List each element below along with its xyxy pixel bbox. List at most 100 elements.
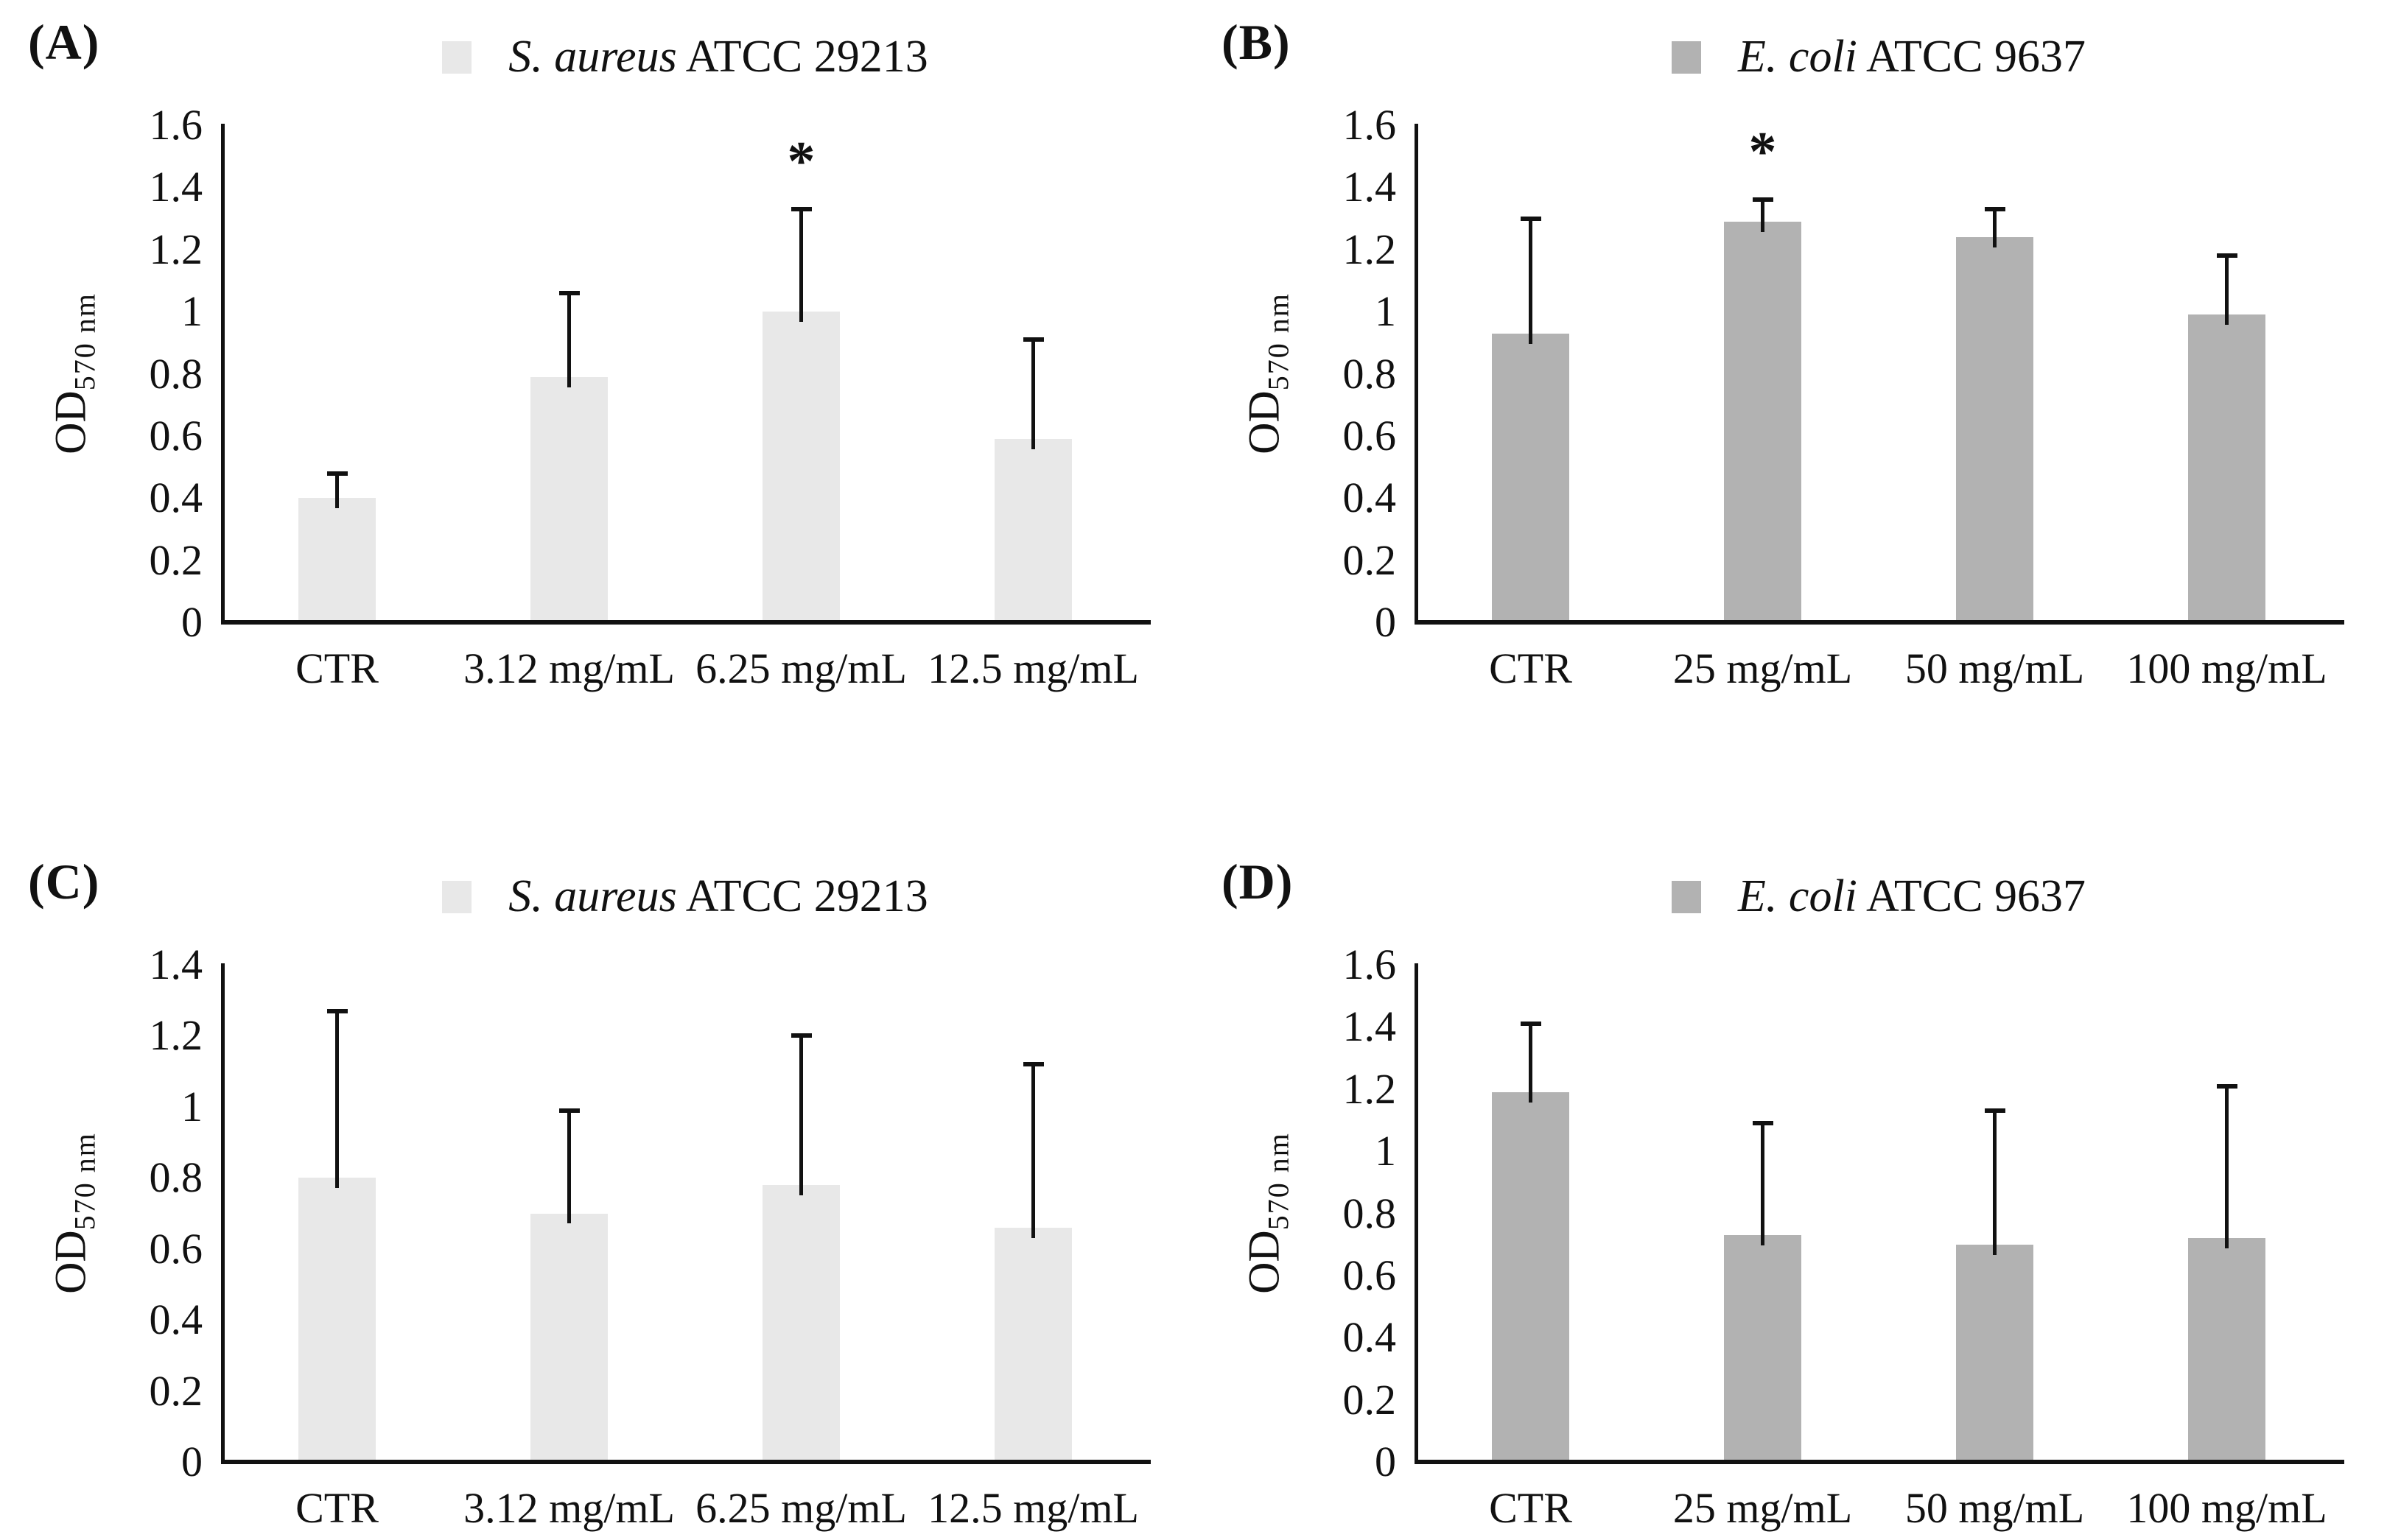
y-tick-label: 0 [181,1438,203,1485]
x-tick-label: 6.25 mg/mL [695,1484,907,1532]
error-bar [335,1010,339,1189]
bar [298,1178,376,1460]
legend-label: S. aureus ATCC 29213 [508,871,928,923]
bar [1492,333,1569,620]
y-tick-label: 1 [181,287,203,336]
error-bar [2225,256,2229,326]
error-bar [567,1110,571,1224]
x-tick-label: 6.25 mg/mL [695,644,907,692]
error-bar [567,292,571,387]
panel-label-C: (C) [28,854,100,910]
bar [1724,1235,1801,1460]
y-tick-label: 0.2 [149,1366,203,1415]
y-axis-line [1415,124,1418,624]
x-tick-label: 100 mg/mL [2126,644,2327,692]
panel-C: (C) S. aureus ATCC 29213 OD570 nm 0 0.2 0.4… [0,770,1194,1540]
legend-swatch-icon [442,880,472,913]
bar [763,1184,840,1460]
x-tick-label: 50 mg/mL [1904,644,2085,692]
error-bar [799,1036,803,1195]
y-axis-line [1415,963,1418,1463]
legend-species: E. coli [1738,871,1857,921]
y-tick-label: 1.4 [149,940,203,988]
error-bar [1031,1064,1035,1238]
legend-species: S. aureus [508,871,677,921]
error-bar-cap [1984,206,2005,211]
chart-area-D: OD570 nm 0 0.2 0.4 0.6 0.8 1 1.2 1.4 1.6 CTR 25 mg/… [1194,940,2387,1532]
y-tick-label: 0.4 [1342,474,1397,522]
y-tick-label: 0.2 [1342,1375,1397,1424]
y-tick-label: 0.2 [149,535,203,584]
y-tick-label: 1.4 [1342,1002,1397,1051]
y-axis-line [221,963,225,1463]
chart-area-B: OD570 nm 0 0.2 0.4 0.6 0.8 1 1.2 1.4 1.6 CTR 25 mg/… [1194,101,2387,692]
y-tick-label: 1.2 [1342,225,1397,273]
error-bar-cap [1752,197,1773,203]
panel-label-B: (B) [1221,14,1291,70]
legend-C: S. aureus ATCC 29213 [221,871,1149,923]
x-tick-label: 25 mg/mL [1672,1484,1853,1532]
x-tick-label: 12.5 mg/mL [928,644,1139,692]
error-bar-cap [1520,1022,1541,1027]
bar [763,312,840,620]
error-bar-cap [2216,1083,2237,1089]
error-bar [1761,200,1764,232]
x-axis-line [221,620,1151,625]
error-bar [2225,1086,2229,1249]
panel-A: (A) S. aureus ATCC 29213 OD570 nm 0 0.2 0.4… [0,0,1194,770]
y-tick-label: 1.4 [1342,163,1397,211]
panel-B: (B) E. coli ATCC 9637 OD570 nm 0 0.2 0.4 0.6… [1194,0,2387,770]
error-bar [1993,208,1997,247]
error-bar-cap [1520,216,1541,221]
y-tick-label: 1 [1375,287,1396,336]
y-tick-label: 0.4 [149,474,203,522]
legend-swatch-icon [1672,880,1702,913]
x-tick-label: 3.12 mg/mL [463,644,675,692]
legend-swatch-icon [442,41,472,74]
y-tick-label: 0.6 [1342,1251,1397,1299]
error-bar [1031,340,1035,450]
legend-swatch-icon [1672,41,1702,74]
error-bar [1761,1123,1764,1246]
y-tick-label: 0.8 [149,1153,203,1202]
x-tick-label: 3.12 mg/mL [463,1484,675,1532]
error-bar-cap [558,290,580,295]
error-bar [1529,1024,1532,1103]
y-tick-label: 0.4 [149,1295,203,1344]
y-tick-label: 0.6 [1342,411,1397,460]
error-bar-cap [1752,1121,1773,1126]
bar [530,1213,608,1460]
y-tick-label: 1.2 [149,225,203,273]
error-bar [1993,1111,1997,1255]
x-axis-line [1415,1460,2344,1464]
bar [1956,236,2033,620]
legend-species: E. coli [1738,32,1857,82]
bar [530,376,608,620]
y-tick-label: 1.2 [1342,1064,1397,1113]
x-tick-label: 12.5 mg/mL [928,1484,1139,1532]
x-axis-line [221,1460,1151,1464]
y-tick-label: 0 [181,598,203,646]
x-tick-label: CTR [1489,1484,1572,1532]
error-bar [335,473,339,509]
legend-B: E. coli ATCC 9637 [1415,31,2343,83]
legend-D: E. coli ATCC 9637 [1415,871,2343,923]
error-bar-cap [791,1033,812,1038]
error-bar-cap [326,471,348,476]
legend-strain: ATCC 9637 [1857,32,2086,82]
significance-asterisk: * [787,130,816,192]
x-tick-label: 25 mg/mL [1672,644,1853,692]
legend-label: E. coli ATCC 9637 [1738,31,2086,83]
y-tick-label: 1.2 [149,1011,203,1060]
error-bar-cap [2216,253,2237,259]
error-bar [1529,218,1532,344]
bar [1724,221,1801,620]
y-tick-label: 0.2 [1342,535,1397,584]
significance-asterisk: * [1748,121,1777,183]
legend-species: S. aureus [508,32,677,82]
error-bar-cap [1984,1108,2005,1114]
legend-strain: ATCC 29213 [676,32,928,82]
bar [995,439,1072,620]
bar [2188,314,2265,620]
legend-label: E. coli ATCC 9637 [1738,871,2086,923]
